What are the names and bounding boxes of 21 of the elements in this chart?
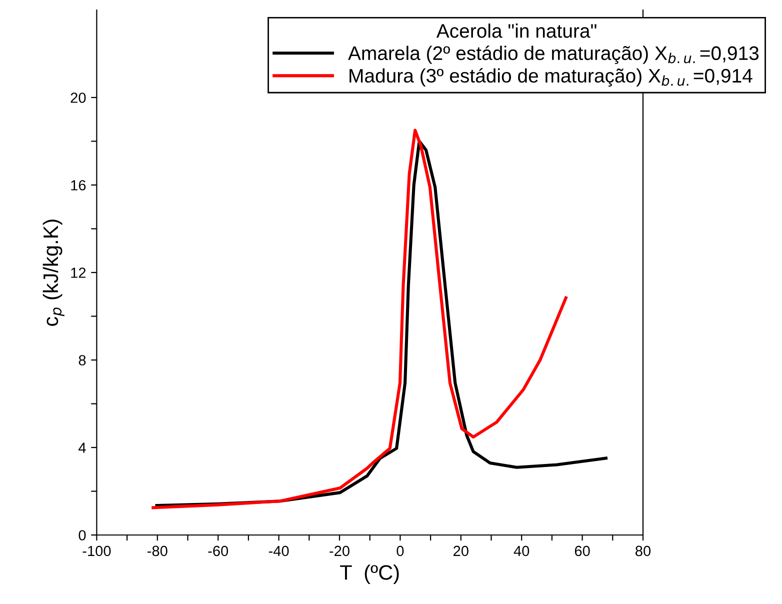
x-tick-label: -80 xyxy=(148,546,168,556)
legend-label: Madura (3º estádio de maturação) X$_{b.u.}$=0,914 xyxy=(350,68,752,87)
x-tick-label: 20 xyxy=(454,546,468,556)
x-tick-label: 60 xyxy=(574,546,590,556)
x-tick-label: -40 xyxy=(268,546,289,556)
y-tick-label: 20 xyxy=(70,92,86,103)
y-tick-label: 0 xyxy=(78,530,86,540)
y-axis-title: c$_{p}$ (kJ/kg.K) xyxy=(42,220,64,326)
x-tick-label: 40 xyxy=(514,546,530,556)
x-axis-title: T (ºC) xyxy=(340,564,399,584)
x-tick-label: -20 xyxy=(330,546,350,556)
x-tick-label: 80 xyxy=(636,546,651,556)
x-tick-label: 0 xyxy=(396,546,404,556)
y-tick-label: 16 xyxy=(71,180,86,190)
y-tick-label: 12 xyxy=(71,268,86,278)
x-tick-label: -100 xyxy=(82,546,111,556)
y-tick-label: 8 xyxy=(78,355,86,366)
legend-label: Amarela (2º estádio de maturação) X$_{b.u.}$=0,913 xyxy=(348,46,759,64)
legend-title: Acerola "in natura" xyxy=(436,24,596,38)
y-tick-label: 4 xyxy=(78,442,86,453)
x-tick-label: -60 xyxy=(208,546,228,556)
